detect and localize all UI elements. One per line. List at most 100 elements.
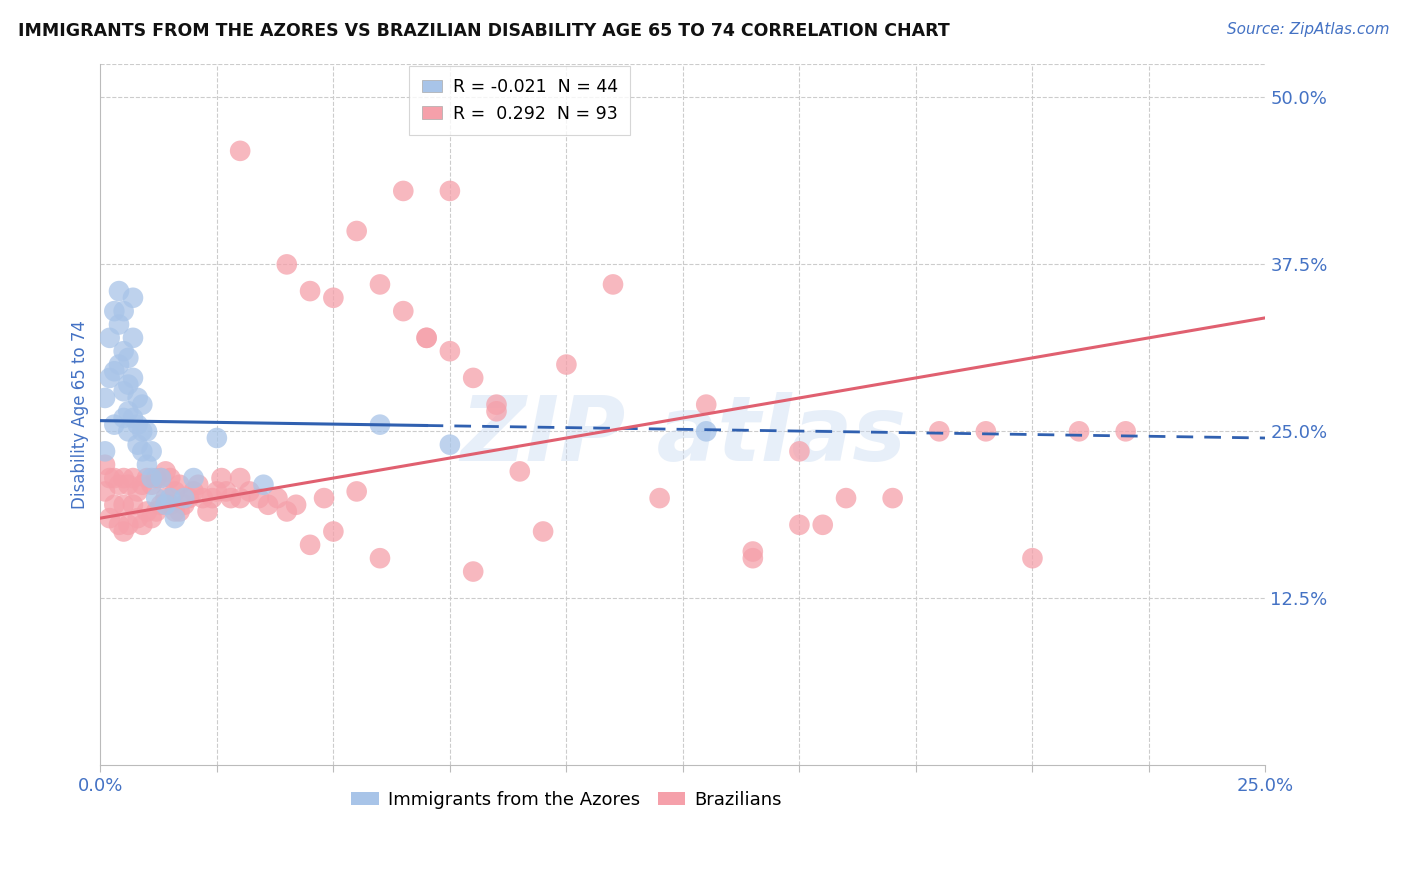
- Point: [392, 184, 415, 198]
- Point: [108, 284, 131, 298]
- Point: [155, 491, 177, 505]
- Point: [98, 511, 121, 525]
- Point: [103, 364, 125, 378]
- Point: [117, 425, 139, 439]
- Point: [103, 498, 125, 512]
- Point: [94, 458, 117, 472]
- Point: [122, 471, 145, 485]
- Point: [789, 517, 811, 532]
- Point: [276, 257, 298, 271]
- Point: [415, 331, 437, 345]
- Point: [439, 184, 461, 198]
- Point: [183, 471, 205, 485]
- Point: [299, 284, 322, 298]
- Point: [136, 425, 159, 439]
- Point: [463, 371, 485, 385]
- Point: [108, 318, 131, 332]
- Point: [141, 444, 163, 458]
- Point: [112, 411, 135, 425]
- Point: [131, 477, 153, 491]
- Point: [439, 438, 461, 452]
- Text: Source: ZipAtlas.com: Source: ZipAtlas.com: [1226, 22, 1389, 37]
- Point: [368, 551, 391, 566]
- Point: [127, 417, 149, 432]
- Point: [141, 477, 163, 491]
- Point: [191, 491, 214, 505]
- Point: [94, 484, 117, 499]
- Point: [219, 491, 242, 505]
- Point: [789, 444, 811, 458]
- Point: [346, 484, 368, 499]
- Point: [136, 458, 159, 472]
- Point: [299, 538, 322, 552]
- Point: [1115, 425, 1137, 439]
- Point: [811, 517, 834, 532]
- Point: [159, 471, 181, 485]
- Point: [368, 277, 391, 292]
- Point: [211, 471, 233, 485]
- Point: [741, 551, 763, 566]
- Point: [163, 511, 186, 525]
- Point: [112, 384, 135, 399]
- Point: [149, 471, 172, 485]
- Point: [173, 491, 195, 505]
- Point: [149, 471, 172, 485]
- Text: IMMIGRANTS FROM THE AZORES VS BRAZILIAN DISABILITY AGE 65 TO 74 CORRELATION CHAR: IMMIGRANTS FROM THE AZORES VS BRAZILIAN …: [18, 22, 950, 40]
- Point: [485, 404, 508, 418]
- Point: [266, 491, 288, 505]
- Point: [485, 398, 508, 412]
- Text: ZIP atlas: ZIP atlas: [460, 392, 905, 480]
- Point: [169, 477, 191, 491]
- Point: [122, 411, 145, 425]
- Point: [136, 471, 159, 485]
- Point: [229, 471, 252, 485]
- Point: [159, 491, 181, 505]
- Point: [648, 491, 671, 505]
- Y-axis label: Disability Age 65 to 74: Disability Age 65 to 74: [72, 320, 89, 509]
- Point: [187, 477, 209, 491]
- Point: [695, 398, 717, 412]
- Point: [122, 291, 145, 305]
- Point: [127, 484, 149, 499]
- Point: [201, 491, 224, 505]
- Point: [257, 498, 280, 512]
- Point: [131, 444, 153, 458]
- Point: [127, 511, 149, 525]
- Point: [163, 504, 186, 518]
- Point: [1021, 551, 1043, 566]
- Point: [122, 498, 145, 512]
- Point: [285, 498, 308, 512]
- Point: [94, 391, 117, 405]
- Point: [247, 491, 270, 505]
- Point: [555, 358, 578, 372]
- Point: [145, 504, 167, 518]
- Point: [197, 504, 219, 518]
- Point: [112, 344, 135, 359]
- Point: [974, 425, 997, 439]
- Point: [602, 277, 624, 292]
- Point: [122, 331, 145, 345]
- Point: [127, 391, 149, 405]
- Point: [205, 431, 228, 445]
- Point: [131, 425, 153, 439]
- Point: [229, 491, 252, 505]
- Point: [136, 504, 159, 518]
- Point: [509, 464, 531, 478]
- Point: [463, 565, 485, 579]
- Point: [112, 498, 135, 512]
- Point: [439, 344, 461, 359]
- Point: [117, 517, 139, 532]
- Point: [695, 425, 717, 439]
- Point: [322, 524, 344, 539]
- Point: [103, 471, 125, 485]
- Point: [108, 517, 131, 532]
- Point: [322, 291, 344, 305]
- Point: [127, 438, 149, 452]
- Point: [141, 511, 163, 525]
- Point: [392, 304, 415, 318]
- Point: [155, 498, 177, 512]
- Point: [252, 477, 274, 491]
- Point: [928, 425, 950, 439]
- Point: [98, 331, 121, 345]
- Point: [169, 504, 191, 518]
